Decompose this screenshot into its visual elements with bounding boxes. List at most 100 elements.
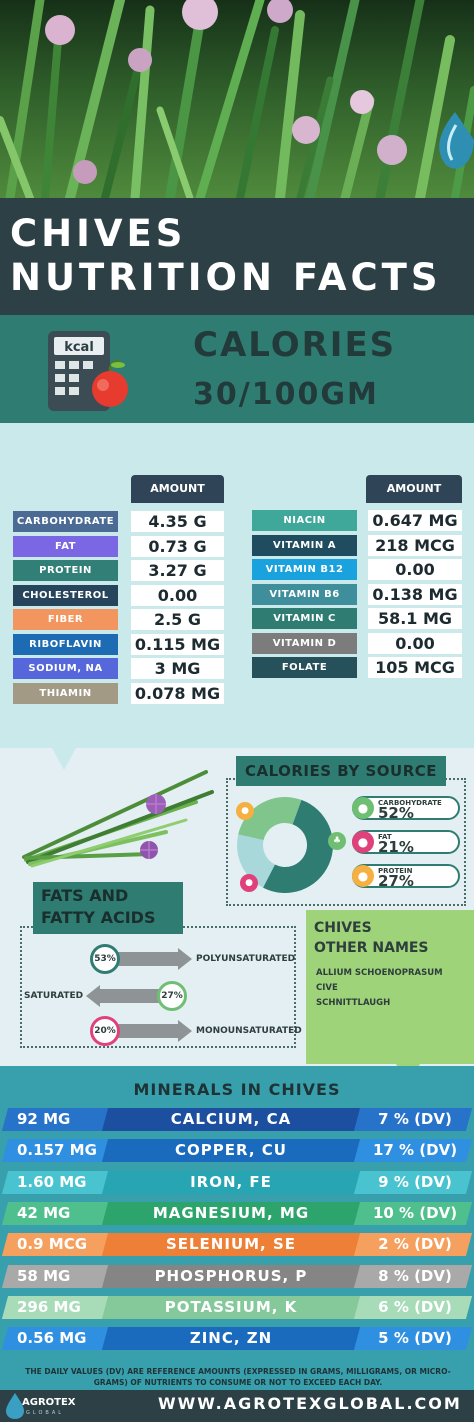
nutrient-label: CARBOHYDRATE (13, 511, 118, 532)
nutrient-amount: 0.078 MG (131, 682, 224, 704)
fatty-acid-label: MONOUNSATURATED (196, 1026, 302, 1036)
mineral-name: COPPER, CU (175, 1141, 287, 1160)
nutrient-label: PROTEIN (13, 560, 118, 581)
nutrient-amount: 58.1 MG (368, 608, 462, 629)
mineral-dv: 5 % (DV) (378, 1329, 452, 1348)
dv-footnote: THE DAILY VALUES (DV) ARE REFERENCE AMOU… (25, 1367, 451, 1387)
footer-bar: AGROTEX GLOBAL WWW.AGROTEXGLOBAL.COM (0, 1390, 474, 1422)
mineral-dv: 17 % (DV) (372, 1141, 458, 1160)
other-name: ALLIUM SCHOENOPRASUM (316, 968, 443, 978)
left-amount-header: AMOUNT (131, 475, 224, 503)
arrow-right-icon (106, 948, 192, 970)
right-amount-header: AMOUNT (366, 475, 462, 503)
nutrient-label: VITAMIN C (252, 608, 357, 629)
legend-pill: ● CARBOHYDRATE 52% (352, 796, 460, 822)
nutrient-amount: 0.138 MG (368, 583, 462, 605)
mineral-dv: 2 % (DV) (378, 1235, 452, 1254)
mid-section: CALORIES BY SOURCE ● ♣ ● ● CARBOHYDRATE 52% ● F… (0, 748, 474, 1066)
mineral-name: ZINC, ZN (189, 1329, 273, 1348)
nutrient-amount: 3 MG (131, 658, 224, 679)
legend-percent: 27% (378, 872, 414, 890)
chives-illustration (22, 770, 214, 868)
other-names-box: CHIVES OTHER NAMES ALLIUM SCHOENOPRASUM … (306, 910, 474, 1064)
nutrients-section: AMOUNT AMOUNT CARBOHYDRATE 4.35 G FAT 0.73 … (0, 423, 474, 748)
mineral-amount: 58 MG (17, 1266, 71, 1285)
carbohydrate-legend-icon: ● (352, 797, 374, 819)
mineral-row: 0.9 MCG SELENIUM, SE 2 % (DV) (1, 1233, 473, 1257)
table-pointer (52, 748, 76, 770)
nutrient-amount: 0.00 (131, 584, 224, 606)
mineral-name: MAGNESIUM, MG (152, 1203, 310, 1222)
donut-slice-fat (237, 834, 275, 888)
nutrient-label: FIBER (13, 609, 118, 630)
fat-legend-icon: ● (352, 831, 374, 853)
mineral-dv: 6 % (DV) (378, 1297, 452, 1316)
kcal-label: kcal (64, 340, 94, 355)
nutrient-label: SODIUM, NA (13, 658, 118, 679)
fats-title-line-1: FATS AND (41, 886, 129, 905)
mineral-row: 58 MG PHOSPHORUS, P 8 % (DV) (1, 1264, 473, 1288)
nutrient-amount: 4.35 G (131, 511, 224, 532)
other-names-list: ALLIUM SCHOENOPRASUM CIVE SCHNITTLAUGH (316, 966, 443, 1011)
carbohydrate-icon: ♣ (328, 832, 346, 850)
legend-label: CARBOHYDRATE (378, 799, 442, 807)
fatty-acid-label: POLYUNSATURATED (196, 954, 296, 964)
logo-drop-icon (6, 1393, 24, 1419)
legend-pill: ● FAT 21% (352, 830, 460, 856)
fats-title: FATS AND FATTY ACIDS (33, 882, 183, 934)
other-names-title-1: CHIVES (314, 920, 372, 936)
mineral-dv: 8 % (DV) (378, 1266, 452, 1285)
mineral-name: POTASSIUM, K (164, 1297, 298, 1316)
title-band: CHIVES NUTRITION FACTS (0, 198, 474, 315)
nutrient-label: THIAMIN (13, 682, 118, 704)
mineral-name: SELENIUM, SE (165, 1235, 297, 1254)
fats-title-line-2: FATTY ACIDS (41, 908, 156, 927)
website-link[interactable]: WWW.AGROTEXGLOBAL.COM (158, 1394, 462, 1413)
legend-percent: 52% (378, 804, 414, 822)
nutrient-amount: 0.00 (368, 632, 462, 654)
arrow-left-icon (86, 985, 162, 1007)
other-name: CIVE (316, 983, 338, 993)
calories-donut-chart (237, 797, 333, 893)
nutrient-amount: 0.647 MG (368, 510, 462, 531)
calculator-apple-icon: kcal (48, 331, 128, 411)
fatty-acid-percent: 20% (90, 1016, 120, 1046)
legend-pill: ● PROTEIN 27% (352, 864, 460, 890)
other-name: SCHNITTLAUGH (316, 998, 391, 1008)
mineral-row: 1.60 MG IRON, FE 9 % (DV) (1, 1170, 473, 1194)
fatty-acid-label: SATURATED (24, 991, 84, 1001)
calories-value: 30/100GM (193, 377, 379, 412)
mineral-row: 0.157 MG COPPER, CU 17 % (DV) (1, 1139, 473, 1163)
chives-photo (0, 0, 474, 198)
donut-slice-protein (238, 797, 302, 841)
mineral-row: 92 MG CALCIUM, CA 7 % (DV) (1, 1108, 473, 1131)
minerals-section: MINERALS IN CHIVES 92 MG CALCIUM, CA 7 % (… (0, 1066, 474, 1422)
mineral-amount: 92 MG (17, 1110, 71, 1128)
mineral-dv: 7 % (DV) (378, 1110, 452, 1128)
legend-percent: 21% (378, 838, 414, 856)
nutrient-label: VITAMIN A (252, 534, 357, 556)
minerals-title: MINERALS IN CHIVES (133, 1080, 341, 1099)
mineral-row: 296 MG POTASSIUM, K 6 % (DV) (1, 1295, 473, 1319)
nutrient-label: VITAMIN D (252, 632, 357, 654)
nutrient-amount: 2.5 G (131, 609, 224, 630)
other-names-title-2: OTHER NAMES (314, 940, 429, 956)
nutrient-label: RIBOFLAVIN (13, 633, 118, 655)
nutrient-label: CHOLESTEROL (13, 584, 118, 606)
nutrient-amount: 218 MCG (368, 534, 462, 556)
fat-drop-icon: ● (240, 874, 258, 892)
calories-by-source-title: CALORIES BY SOURCE (236, 756, 446, 786)
fatty-acid-percent: 53% (90, 944, 120, 974)
mineral-amount: 42 MG (17, 1203, 71, 1222)
protein-legend-icon: ● (352, 865, 374, 887)
calories-label: CALORIES (193, 325, 397, 365)
mineral-amount: 0.56 MG (17, 1329, 87, 1348)
mineral-name: IRON, FE (190, 1172, 272, 1191)
nutrient-amount: 0.73 G (131, 535, 224, 557)
nutrient-label: FAT (13, 535, 118, 557)
calories-band: kcal CALORIES 30/100GM (0, 315, 474, 423)
mineral-row: 0.56 MG ZINC, ZN 5 % (DV) (1, 1327, 473, 1351)
nutrient-label: NIACIN (252, 510, 357, 531)
mineral-amount: 296 MG (17, 1297, 81, 1316)
logo-subtext: GLOBAL (26, 1410, 65, 1416)
